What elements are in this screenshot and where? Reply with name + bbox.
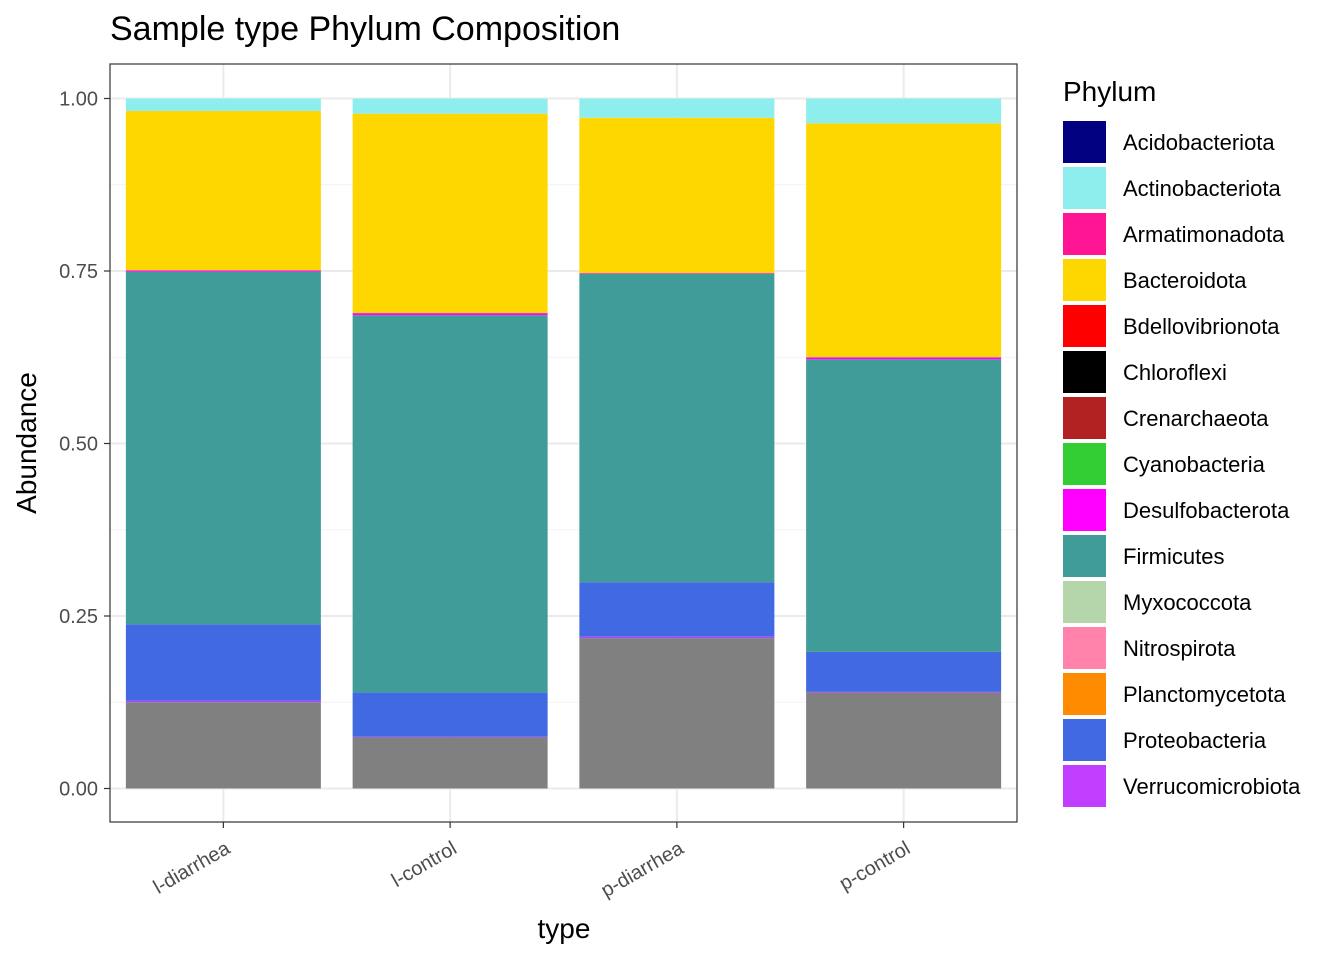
legend-key: [1063, 213, 1106, 255]
legend-label: Bdellovibrionota: [1123, 314, 1280, 339]
y-axis-title: Abundance: [11, 372, 42, 514]
legend-label: Chloroflexi: [1123, 360, 1227, 385]
legend-key: [1063, 765, 1106, 807]
bar-segment-bacteroidota-l-diarrhea: [125, 110, 321, 271]
legend-label: Crenarchaeota: [1123, 406, 1269, 431]
legend-key: [1063, 167, 1106, 209]
x-tick-label: p-diarrhea: [597, 837, 688, 902]
bar-segment-bacteroidota-p-diarrhea: [579, 117, 775, 274]
legend-label: Firmicutes: [1123, 544, 1224, 569]
legend-key: [1063, 305, 1106, 347]
bar-segment-unlabeled-l-diarrhea: [125, 702, 321, 789]
y-tick-label: 0.75: [59, 261, 98, 283]
legend-key: [1063, 351, 1106, 393]
bar-segment-verrucomicrobiota-p-diarrhea: [579, 636, 775, 639]
bar-segment-firmicutes-p-control: [806, 359, 1002, 652]
legend-label: Armatimonadota: [1123, 222, 1285, 247]
y-axis: 0.00 0.25 0.50 0.75 1.00: [59, 89, 110, 801]
legend-label: Myxococcota: [1123, 590, 1252, 615]
legend-label: Proteobacteria: [1123, 728, 1267, 753]
x-tick-label: l-diarrhea: [150, 837, 235, 899]
legend-label: Acidobacteriota: [1123, 130, 1275, 155]
legend-key: [1063, 443, 1106, 485]
x-tick-label: p-control: [836, 837, 914, 895]
chart-title: Sample type Phylum Composition: [110, 10, 620, 48]
legend-label: Actinobacteriota: [1123, 176, 1282, 201]
bar-segment-actinobacteriota-p-control: [806, 98, 1002, 124]
legend-key: [1063, 397, 1106, 439]
bar-segment-unlabeled-p-control: [806, 692, 1002, 789]
legend-key: [1063, 673, 1106, 715]
legend-label: Cyanobacteria: [1123, 452, 1266, 477]
legend-key: [1063, 121, 1106, 163]
bar-segment-actinobacteriota-p-diarrhea: [579, 98, 775, 118]
legend-key: [1063, 259, 1106, 301]
y-tick-label: 0.25: [59, 606, 98, 628]
legend-label: Bacteroidota: [1123, 268, 1247, 293]
bar-segment-unlabeled-l-control: [352, 737, 548, 789]
bar-segment-verrucomicrobiota-l-diarrhea: [125, 700, 321, 703]
legend-title: Phylum: [1063, 76, 1156, 107]
bar-segment-bacteroidota-l-control: [352, 113, 548, 314]
bar-segment-desulfobacterota-l-control: [352, 313, 548, 316]
legend-key: [1063, 719, 1106, 761]
legend-key: [1063, 535, 1106, 577]
bar-segment-verrucomicrobiota-p-control: [806, 691, 1002, 693]
legend-key: [1063, 581, 1106, 623]
bar-segment-firmicutes-l-diarrhea: [125, 271, 321, 625]
x-tick-label: l-control: [388, 837, 461, 892]
bar-segment-firmicutes-l-control: [352, 315, 548, 693]
bar-segment-proteobacteria-p-diarrhea: [579, 582, 775, 637]
legend: Phylum Acidobacteriota Actinobacteriota Ar…: [1063, 76, 1301, 807]
bar-segment-proteobacteria-l-diarrhea: [125, 624, 321, 701]
y-tick-label: 0.50: [59, 434, 98, 456]
y-tick-label: 1.00: [59, 89, 98, 111]
legend-key: [1063, 627, 1106, 669]
legend-key: [1063, 489, 1106, 531]
y-tick-label: 0.00: [59, 779, 98, 801]
bar-segment-unlabeled-p-diarrhea: [579, 638, 775, 789]
bar-segment-proteobacteria-l-control: [352, 692, 548, 737]
legend-label: Nitrospirota: [1123, 636, 1236, 661]
bar-segment-proteobacteria-p-control: [806, 651, 1002, 692]
bar-segment-firmicutes-p-diarrhea: [579, 273, 775, 583]
legend-label: Verrucomicrobiota: [1123, 774, 1301, 799]
bar-segment-actinobacteriota-l-diarrhea: [125, 98, 321, 111]
legend-label: Planctomycetota: [1123, 682, 1286, 707]
legend-label: Desulfobacterota: [1123, 498, 1290, 523]
x-axis-title: type: [538, 913, 591, 944]
bar-segment-desulfobacterota-p-control: [806, 357, 1002, 360]
bar-segment-actinobacteriota-l-control: [352, 98, 548, 114]
bar-segment-verrucomicrobiota-l-control: [352, 736, 548, 738]
bar-segment-bacteroidota-p-control: [806, 123, 1002, 358]
bar-segment-desulfobacterota-p-diarrhea: [579, 273, 775, 274]
bar-segment-desulfobacterota-l-diarrhea: [125, 270, 321, 272]
x-axis: l-diarrhea l-control p-diarrhea p-control: [150, 822, 914, 902]
bar-stacks: [125, 98, 1002, 789]
